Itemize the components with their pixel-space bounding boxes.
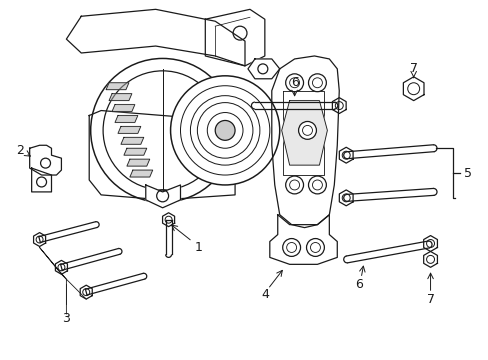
Polygon shape <box>61 248 120 270</box>
Polygon shape <box>339 190 352 206</box>
Circle shape <box>308 176 325 194</box>
Circle shape <box>285 74 303 92</box>
Polygon shape <box>423 235 437 251</box>
Polygon shape <box>115 116 138 122</box>
Polygon shape <box>346 241 428 263</box>
Polygon shape <box>205 9 264 66</box>
Text: 6: 6 <box>290 76 298 89</box>
Circle shape <box>298 121 316 139</box>
Polygon shape <box>30 145 61 175</box>
Polygon shape <box>271 56 339 228</box>
Polygon shape <box>121 137 143 144</box>
Polygon shape <box>254 102 334 109</box>
Text: 7: 7 <box>426 293 434 306</box>
Polygon shape <box>130 170 152 177</box>
Polygon shape <box>346 145 433 159</box>
Circle shape <box>285 176 303 194</box>
Circle shape <box>215 121 235 140</box>
Polygon shape <box>281 100 326 165</box>
Text: 4: 4 <box>261 288 268 301</box>
Text: 6: 6 <box>354 278 362 291</box>
Polygon shape <box>34 233 45 247</box>
Polygon shape <box>403 77 423 100</box>
Polygon shape <box>89 111 235 200</box>
Polygon shape <box>39 222 97 242</box>
Polygon shape <box>32 168 51 192</box>
Polygon shape <box>346 188 433 201</box>
Polygon shape <box>85 273 144 295</box>
Polygon shape <box>332 98 346 113</box>
Polygon shape <box>55 260 67 274</box>
Text: 2: 2 <box>16 144 23 157</box>
Text: 7: 7 <box>409 62 417 75</box>
Circle shape <box>306 239 324 256</box>
Text: 3: 3 <box>62 312 70 325</box>
Polygon shape <box>423 251 437 267</box>
Polygon shape <box>339 147 352 163</box>
Polygon shape <box>269 215 337 264</box>
Polygon shape <box>80 285 92 299</box>
Polygon shape <box>162 213 174 227</box>
Circle shape <box>282 239 300 256</box>
Circle shape <box>170 76 279 185</box>
Polygon shape <box>106 83 129 90</box>
Polygon shape <box>118 126 141 133</box>
Text: 1: 1 <box>194 241 202 254</box>
Polygon shape <box>165 220 171 255</box>
Text: 5: 5 <box>463 167 471 180</box>
Polygon shape <box>145 185 180 208</box>
Circle shape <box>308 74 325 92</box>
Polygon shape <box>247 59 279 79</box>
Polygon shape <box>123 148 146 155</box>
Polygon shape <box>66 9 244 66</box>
Polygon shape <box>127 159 149 166</box>
Polygon shape <box>109 94 132 100</box>
Polygon shape <box>112 105 135 112</box>
